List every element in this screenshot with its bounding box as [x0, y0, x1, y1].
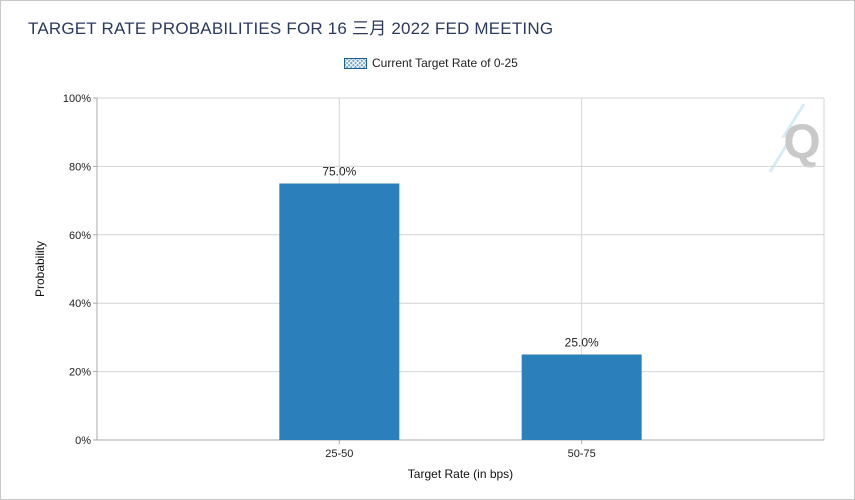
- logo-q-letter: Q: [783, 116, 820, 169]
- gridlines: [97, 97, 825, 441]
- y-tick-label: 40%: [69, 298, 91, 310]
- bar-25-50[interactable]: [279, 183, 400, 441]
- data-label-50-75: 25.0%: [565, 336, 599, 350]
- logo-bolt-shape: [768, 103, 806, 173]
- axes: [93, 97, 824, 444]
- y-axis-title: Probability: [33, 241, 47, 297]
- x-tick-label: 50-75: [568, 448, 596, 460]
- chart-title: TARGET RATE PROBABILITIES FOR 16 三月 2022…: [28, 19, 554, 38]
- legend-label: Current Target Rate of 0-25: [372, 56, 518, 70]
- data-label-25-50: 75.0%: [322, 165, 356, 179]
- legend-swatch: [344, 57, 367, 69]
- y-tick-label: 100%: [63, 93, 91, 105]
- labels: 0% 20% 40% 60% 80% 100% 75.0% 25-50 25.0% 50-75 Ta…: [33, 93, 599, 481]
- legend[interactable]: Current Target Rate of 0-25: [344, 56, 518, 70]
- bar-50-75[interactable]: [521, 354, 642, 441]
- q-logo-watermark: Q: [768, 103, 821, 173]
- y-tick-label: 60%: [69, 230, 91, 242]
- bars: [279, 183, 642, 441]
- x-axis-title: Target Rate (in bps): [408, 467, 513, 481]
- y-tick-label: 80%: [69, 161, 91, 173]
- x-tick-label: 25-50: [325, 448, 353, 460]
- y-tick-label: 20%: [69, 367, 91, 379]
- y-tick-label: 0%: [75, 435, 91, 447]
